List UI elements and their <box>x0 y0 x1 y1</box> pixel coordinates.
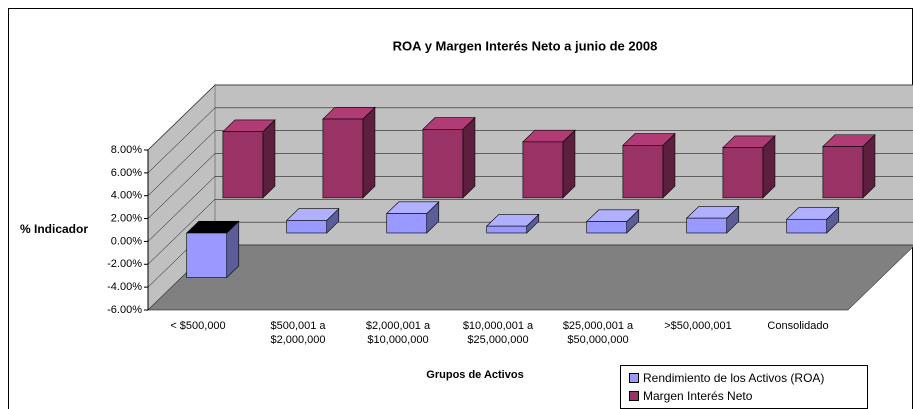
y-tick-label: -2.00% <box>107 258 142 270</box>
grid-line <box>147 130 216 196</box>
y-tick-label: -4.00% <box>107 281 142 293</box>
x-tick-label: Consolidado <box>767 320 829 332</box>
legend-swatch <box>629 391 639 401</box>
grid-line <box>147 176 216 242</box>
grid-line <box>147 199 216 265</box>
bar-side <box>362 106 376 199</box>
bar-side <box>462 116 476 199</box>
legend-swatch <box>629 373 639 383</box>
bar <box>186 232 228 278</box>
y-tick-label: 6.00% <box>111 167 142 179</box>
y-tick-label: -6.00% <box>107 304 142 316</box>
legend: Rendimiento de los Activos (ROA) Margen I… <box>620 365 868 409</box>
x-tick-label: $10,000,001 a $25,000,000 <box>462 320 534 346</box>
bar-side <box>262 119 276 199</box>
y-axis-title: % Indicador <box>20 222 88 236</box>
x-tick-label: $500,001 a $2,000,000 <box>270 320 326 346</box>
bar <box>486 225 528 234</box>
x-axis-title: Grupos de Activos <box>426 369 523 381</box>
legend-label: Margen Interés Neto <box>643 389 753 403</box>
bar <box>622 145 664 199</box>
bar <box>822 146 864 199</box>
legend-entry: Rendimiento de los Activos (ROA) <box>629 369 859 387</box>
chart-title: ROA y Margen Interés Neto a junio de 200… <box>393 38 658 53</box>
bar <box>386 213 428 234</box>
x-tick-label: $2,000,001 a $10,000,000 <box>365 320 431 346</box>
bar <box>286 220 328 234</box>
y-tick-label: 0.00% <box>111 235 142 247</box>
bar <box>722 147 764 199</box>
x-tick-label: < $500,000 <box>170 320 226 332</box>
grid-line <box>147 84 216 151</box>
bar <box>422 129 464 199</box>
legend-entry: Margen Interés Neto <box>629 387 859 405</box>
y-tick-label: 4.00% <box>111 190 142 202</box>
bar <box>686 217 728 234</box>
y-tick-label: 8.00% <box>111 144 142 156</box>
bar <box>786 218 828 234</box>
bar <box>522 141 564 199</box>
bar <box>586 221 628 234</box>
grid-line <box>147 153 216 219</box>
bar <box>222 131 264 199</box>
grid-line <box>147 107 216 174</box>
legend-label: Rendimiento de los Activos (ROA) <box>643 371 825 385</box>
x-tick-label: $25,000,001 a $50,000,000 <box>562 320 634 346</box>
y-tick-label: 2.00% <box>111 212 142 224</box>
floor <box>147 244 913 311</box>
bar <box>322 118 364 199</box>
x-tick-label: >$50,000,001 <box>664 320 732 332</box>
